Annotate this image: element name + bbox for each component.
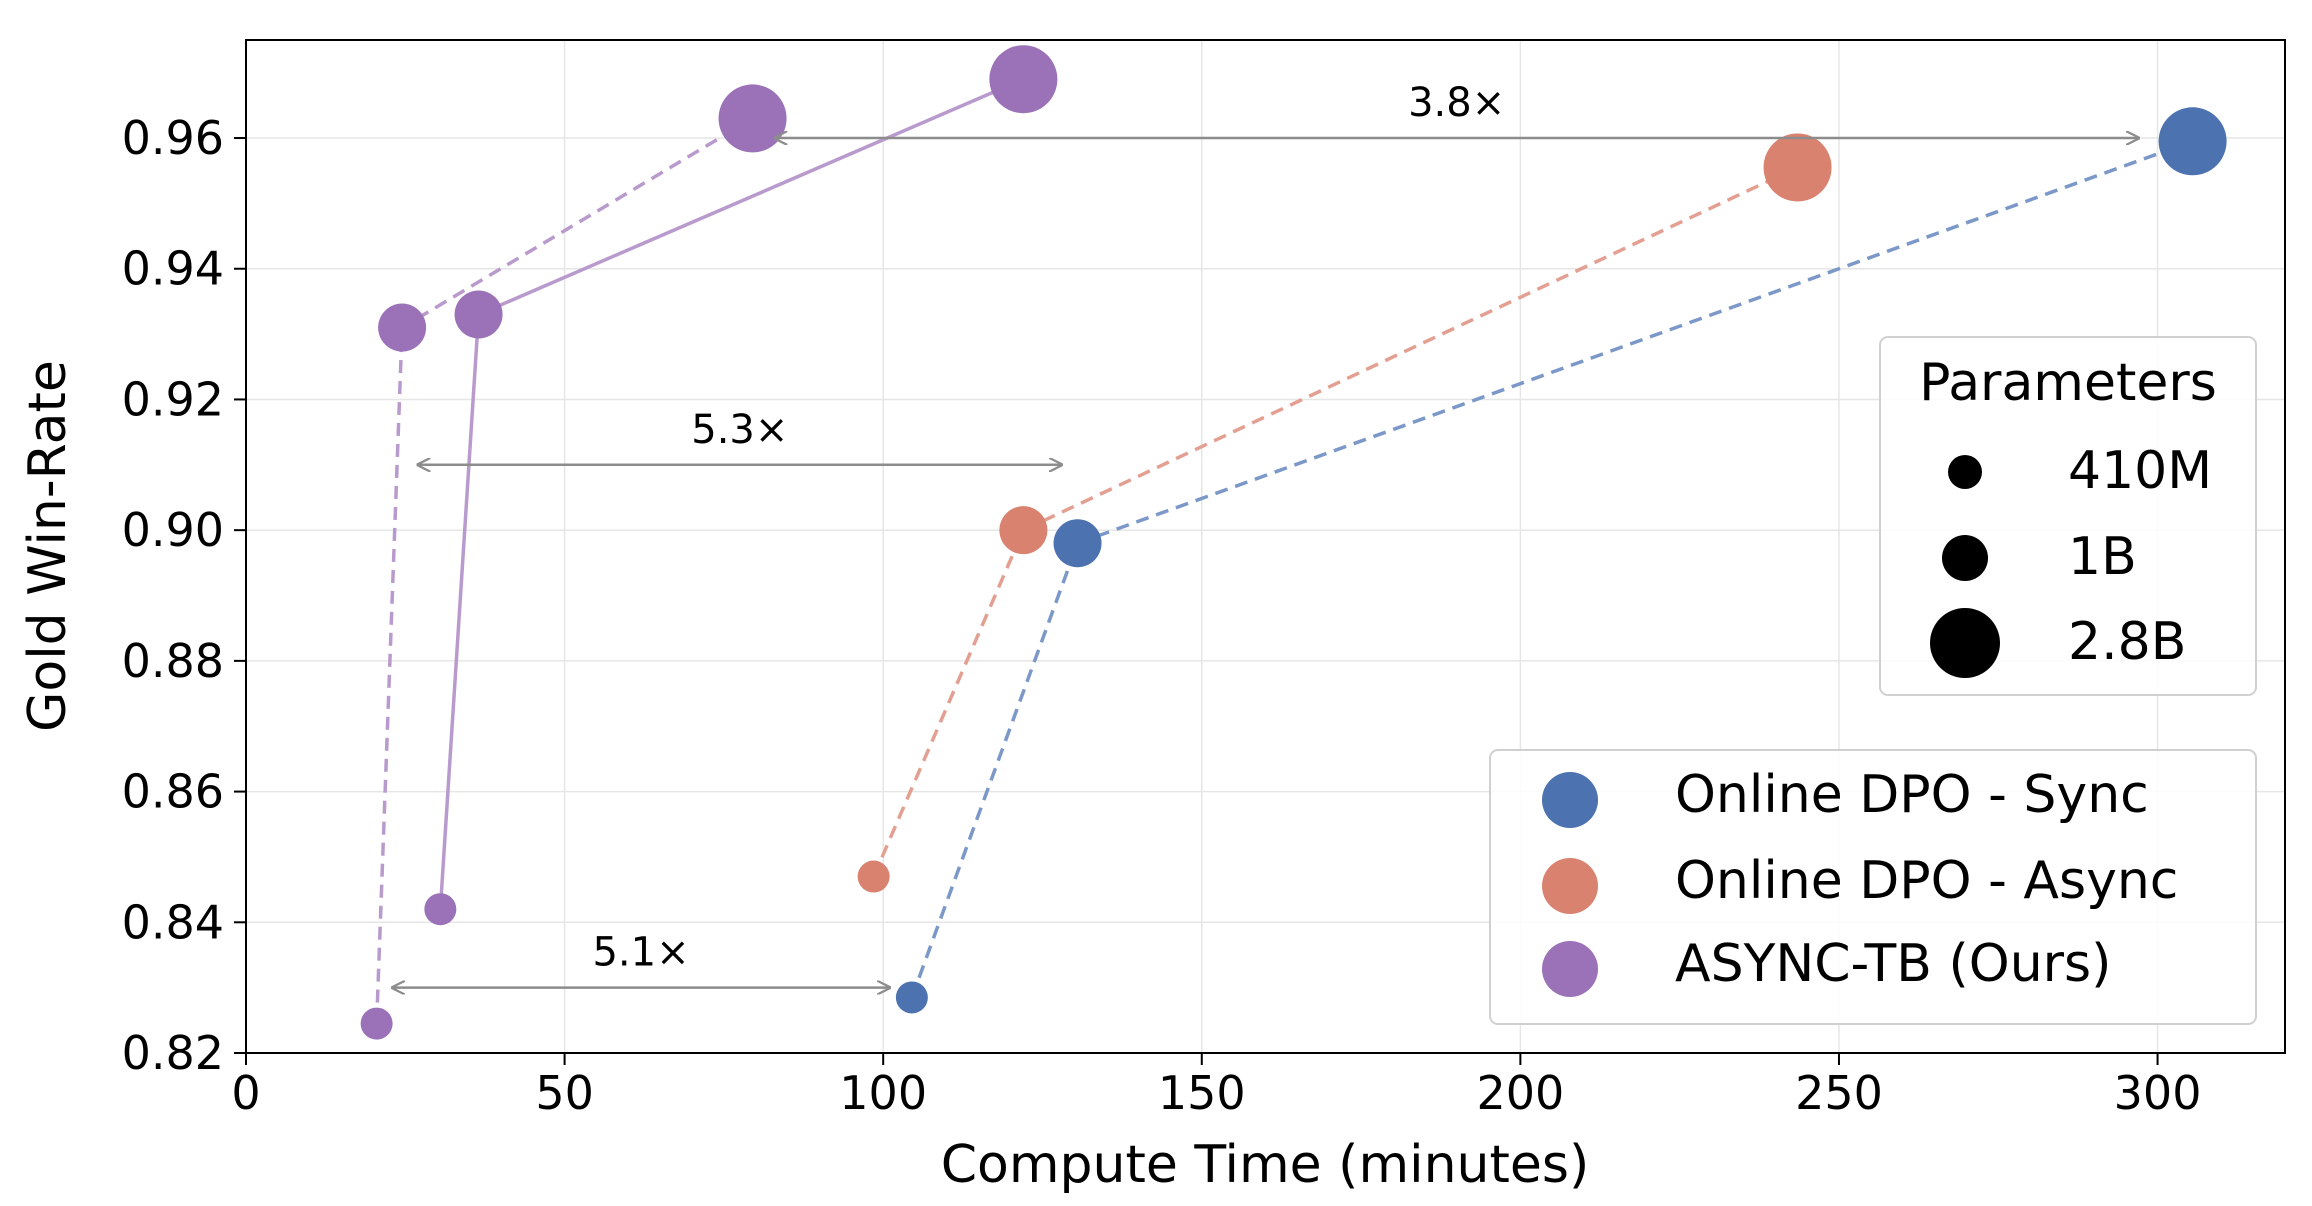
x-tick-label: 250 (1795, 1066, 1883, 1120)
series-legend-marker (1542, 772, 1598, 828)
x-tick-label: 50 (535, 1066, 594, 1120)
y-tick-label: 0.86 (122, 765, 224, 819)
size-legend-marker (1942, 535, 1988, 581)
speedup-label: 3.8× (1408, 80, 1505, 126)
y-tick-label: 0.94 (122, 242, 224, 296)
x-tick-label: 0 (231, 1066, 260, 1120)
series-legend-label: ASYNC-TB (Ours) (1675, 934, 2111, 994)
data-point (895, 981, 928, 1014)
y-tick-label: 0.88 (122, 634, 224, 688)
data-point (1053, 519, 1102, 568)
series-legend-box (1489, 749, 2257, 1025)
y-tick-label: 0.92 (122, 372, 224, 426)
y-axis-label: Gold Win-Rate (18, 360, 78, 732)
size-legend-title: Parameters (1919, 353, 2217, 413)
data-point (378, 303, 427, 352)
series-line (872, 165, 1799, 878)
series-line (438, 77, 1025, 910)
y-tick-label: 0.82 (122, 1026, 224, 1080)
data-point (999, 506, 1048, 555)
series-legend-label: Online DPO - Sync (1675, 765, 2149, 825)
series-legend-marker (1542, 858, 1598, 914)
size-legend-label: 1B (2068, 527, 2137, 587)
x-tick-label: 300 (2114, 1066, 2202, 1120)
y-tick-label: 0.96 (122, 111, 224, 165)
x-tick-label: 100 (839, 1066, 927, 1120)
series-legend-marker (1542, 941, 1598, 997)
ticks: 0 50 100 150 200 250 300 0.82 0.84 0.86 0.88 0.90 0.… (122, 111, 2202, 1120)
size-legend-marker (1930, 608, 2000, 678)
data-point (989, 45, 1058, 114)
plot-frame (245, 39, 2286, 1054)
size-legend-marker (1948, 455, 1982, 489)
size-legend: Parameters 410M 1B 2.8B (1879, 336, 2257, 696)
data-point (1763, 133, 1832, 202)
data-point (857, 860, 890, 893)
data-point (424, 893, 457, 926)
data-point (2158, 107, 2227, 176)
data-point (454, 290, 503, 339)
series-legend: Online DPO - Sync Online DPO - Async ASY… (1489, 749, 2257, 1025)
y-tick-label: 0.84 (122, 895, 224, 949)
speedup-label: 5.3× (691, 407, 788, 453)
y-tick-label: 0.90 (122, 503, 224, 557)
speedup-label: 5.1× (592, 930, 689, 976)
data-point (360, 1007, 393, 1040)
series-legend-label: Online DPO - Async (1675, 851, 2178, 911)
data-point (718, 84, 787, 153)
series-layer (360, 45, 2227, 1040)
x-axis-label: Compute Time (minutes) (941, 1135, 1590, 1195)
x-tick-label: 150 (1158, 1066, 1246, 1120)
size-legend-label: 410M (2068, 441, 2212, 501)
size-legend-box (1879, 336, 2257, 696)
x-tick-label: 200 (1476, 1066, 1564, 1120)
size-legend-label: 2.8B (2068, 612, 2186, 672)
annotations: 3.8× 5.3× 5.1× (393, 80, 2139, 988)
